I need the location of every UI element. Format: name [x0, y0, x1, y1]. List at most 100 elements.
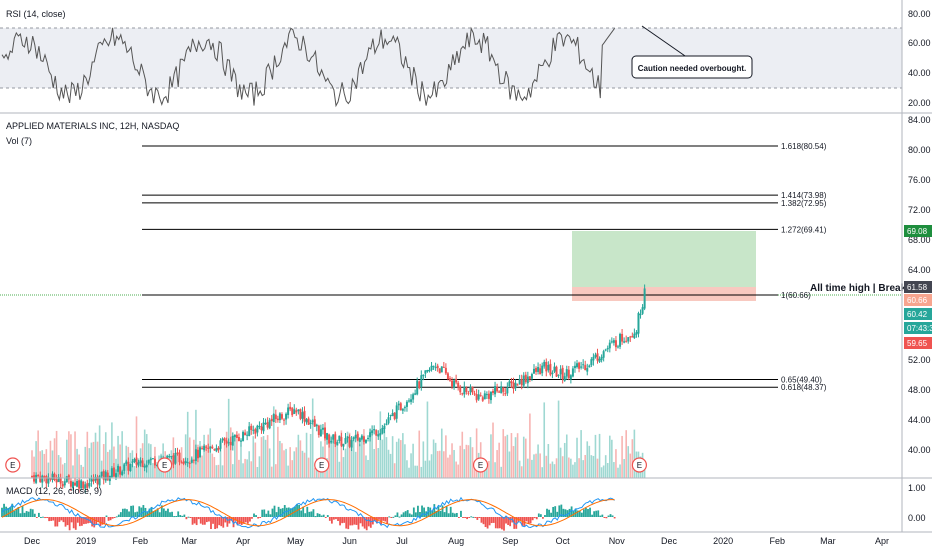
- macd-histogram-bar: [52, 517, 55, 521]
- earnings-marker[interactable]: [472, 457, 489, 473]
- macd-histogram-bar: [550, 512, 553, 517]
- time-tick-label: Jun: [342, 536, 357, 546]
- volume-bar: [57, 455, 60, 478]
- earnings-marker[interactable]: [631, 457, 647, 473]
- candle-body: [321, 427, 324, 430]
- time-tick-label: Feb: [770, 536, 786, 546]
- volume-bar: [457, 464, 459, 478]
- candle-body: [537, 367, 540, 372]
- price-tick-label: 76.00: [908, 175, 931, 185]
- macd-histogram-bar: [330, 517, 333, 524]
- candle-body: [258, 425, 261, 427]
- volume-bar: [494, 462, 496, 478]
- earnings-marker[interactable]: [157, 457, 173, 473]
- volume-bar: [31, 450, 33, 478]
- volume-bar: [383, 429, 386, 478]
- candle-body: [283, 419, 286, 421]
- macd-histogram-bar: [482, 517, 485, 525]
- candle-body: [592, 356, 595, 361]
- candle-body: [295, 410, 298, 413]
- earnings-marker[interactable]: [5, 457, 21, 473]
- macd-histogram-bar: [365, 517, 368, 531]
- candle-body: [600, 356, 603, 361]
- candle-body: [211, 446, 214, 449]
- candle-body: [451, 380, 454, 387]
- candle-body: [467, 392, 470, 394]
- volume-bar: [309, 433, 312, 478]
- candle-body: [457, 382, 460, 388]
- macd-histogram-bar: [437, 506, 440, 517]
- volume-bar: [186, 411, 189, 478]
- volume-bar: [45, 449, 48, 478]
- candle-body: [117, 465, 120, 472]
- macd-histogram-bar: [351, 517, 354, 526]
- macd-histogram-bar: [220, 517, 223, 527]
- volume-bar: [236, 438, 238, 478]
- candle-body: [586, 368, 589, 372]
- candle-body: [477, 394, 480, 400]
- macd-histogram-bar: [496, 517, 499, 529]
- price-tick-label: 84.00: [908, 115, 931, 125]
- volume-bar: [100, 460, 103, 478]
- macd-histogram-bar: [126, 509, 128, 517]
- candle-body: [557, 374, 560, 376]
- main-pane: APPLIED MATERIALS INC, 12H, NASDAQ Vol (…: [0, 115, 932, 494]
- volume-bar: [346, 431, 349, 478]
- volume-bar: [121, 431, 123, 478]
- macd-histogram-bar: [529, 517, 532, 524]
- volume-bar: [598, 433, 601, 478]
- macd-histogram-bar: [394, 515, 397, 517]
- candle-body: [434, 367, 437, 369]
- macd-histogram-bar: [367, 517, 370, 527]
- earnings-marker[interactable]: [314, 457, 330, 473]
- macd-histogram-bar: [443, 512, 446, 517]
- candle-body: [127, 461, 130, 471]
- macd-histogram-bar: [333, 517, 335, 520]
- candle-body: [137, 462, 140, 466]
- macd-histogram-bar: [476, 517, 479, 520]
- candle-body: [242, 431, 245, 441]
- earnings-marker-label: E: [319, 461, 324, 470]
- macd-histogram-bar: [505, 517, 507, 524]
- macd-histogram-bar: [136, 511, 139, 517]
- price-badge-label: 69.08: [907, 227, 928, 236]
- candle-body: [369, 432, 372, 438]
- volume-bar: [625, 430, 627, 478]
- volume-bar: [143, 429, 146, 478]
- candle-body: [123, 464, 126, 471]
- volume-bar: [152, 463, 154, 478]
- candle-body: [641, 307, 644, 314]
- candle-body: [174, 452, 177, 464]
- macd-histogram-bar: [300, 510, 303, 517]
- candle-body: [37, 474, 40, 477]
- rsi-annotation-box[interactable]: [631, 55, 753, 79]
- macd-histogram-bar: [89, 517, 92, 523]
- candle-body: [412, 394, 415, 400]
- macd-histogram-bar: [601, 514, 604, 517]
- macd-histogram-bar: [423, 507, 425, 517]
- macd-histogram-bar: [76, 517, 79, 523]
- macd-histogram-bar: [421, 505, 423, 517]
- macd-histogram-bar: [441, 505, 444, 517]
- volume-bar: [217, 464, 220, 478]
- candle-body: [473, 393, 476, 395]
- volume-bar: [424, 460, 427, 478]
- fib-level-label: 0.618(48.37): [781, 383, 827, 392]
- macd-histogram-bar: [19, 513, 22, 517]
- candle-body: [219, 440, 222, 449]
- price-tick-label: 64.00: [908, 265, 931, 275]
- candle-body: [229, 441, 232, 446]
- candle-body: [627, 337, 630, 342]
- candle-body: [612, 340, 615, 343]
- volume-bar: [297, 434, 300, 478]
- time-axis[interactable]: Dec 2019 Feb Mar Apr May Jun Jul Aug Sep Oct Nov Dec…: [24, 536, 889, 546]
- volume-bar: [80, 464, 82, 478]
- volume-bar: [318, 467, 320, 478]
- macd-histogram-bar: [273, 505, 276, 517]
- candle-body: [344, 438, 347, 444]
- breakout-annotation: All time high | Breakout: [810, 283, 922, 294]
- volume-bar: [78, 454, 80, 478]
- candle-body: [594, 354, 597, 358]
- candle-body: [239, 440, 242, 442]
